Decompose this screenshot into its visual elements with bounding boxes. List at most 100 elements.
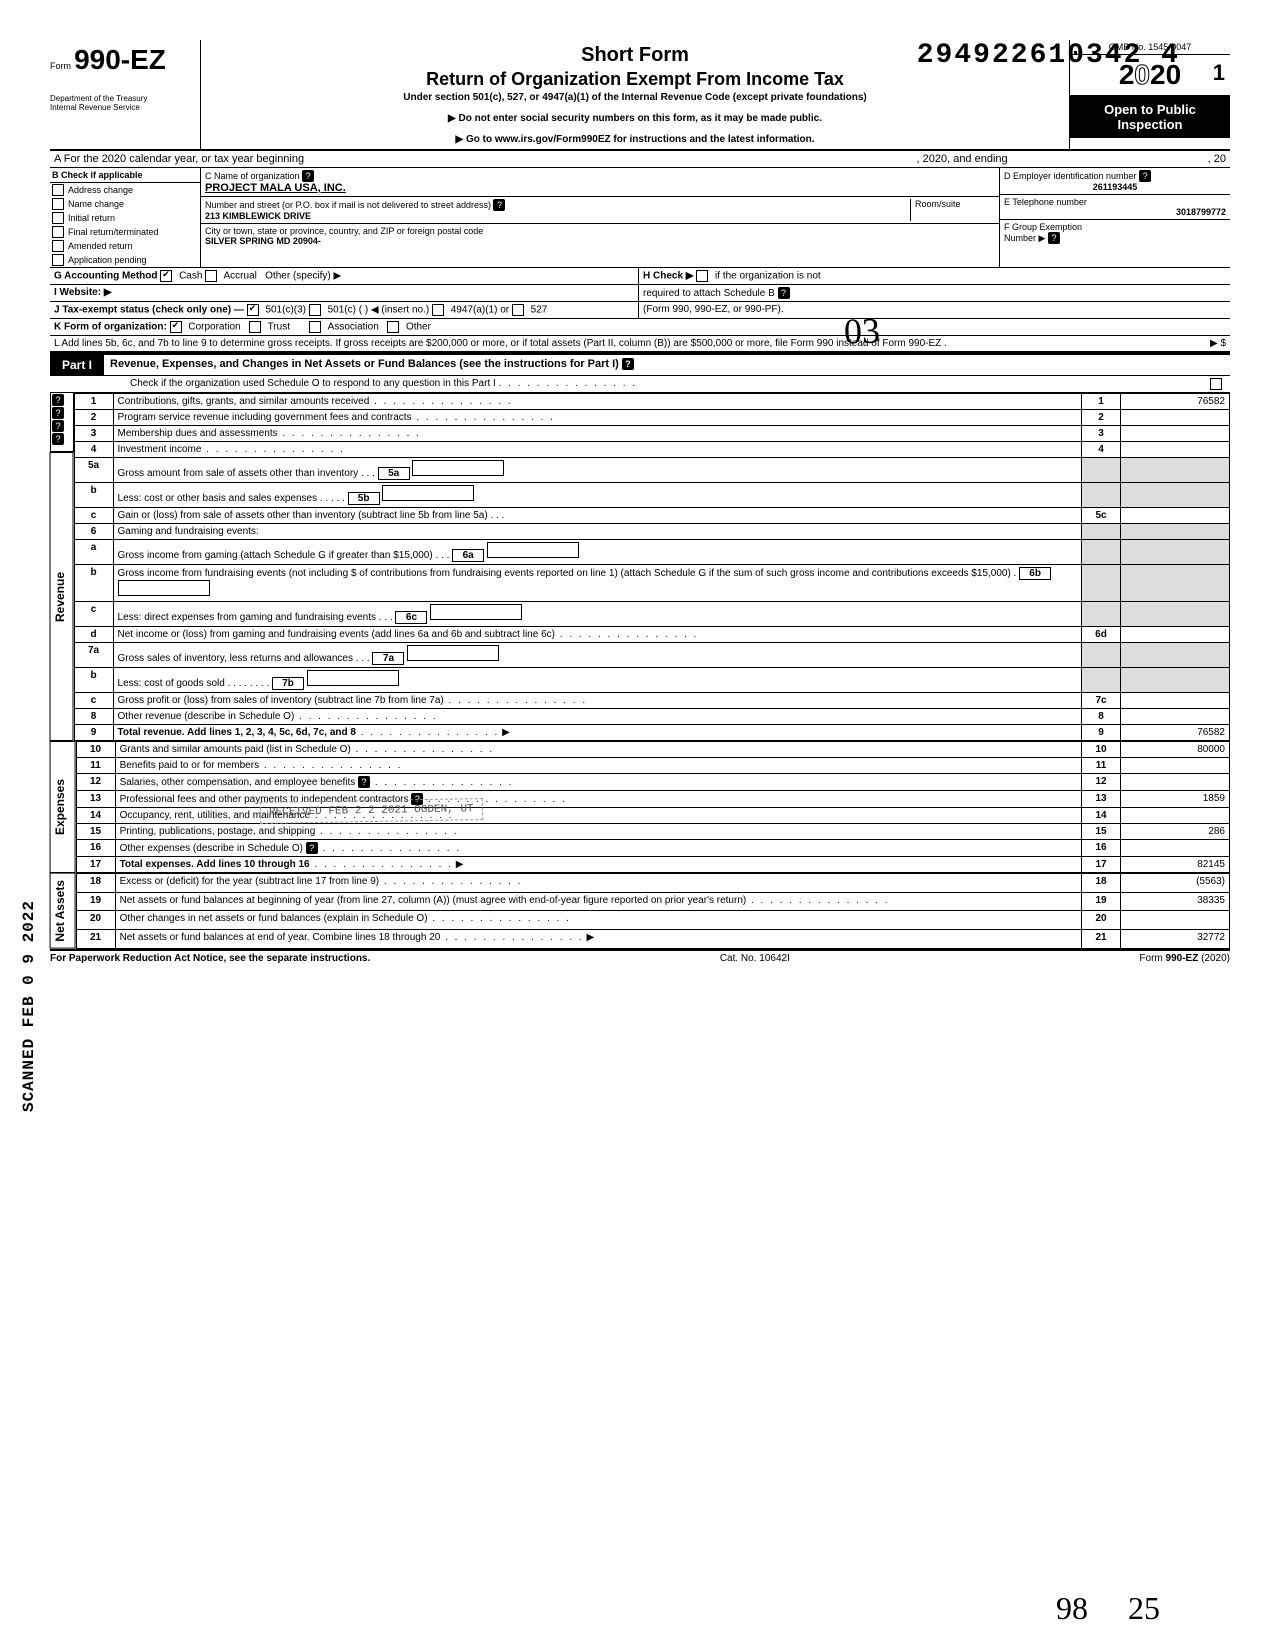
help-icon[interactable]: ? bbox=[52, 420, 64, 432]
shaded-cell bbox=[1082, 524, 1121, 540]
help-icon[interactable]: ? bbox=[1048, 232, 1060, 244]
line-num: 10 bbox=[76, 742, 115, 758]
help-icon[interactable]: ? bbox=[302, 170, 314, 182]
line-num: c bbox=[74, 693, 113, 709]
chk-schedule-o[interactable] bbox=[1210, 378, 1222, 390]
part1-check-text: Check if the organization used Schedule … bbox=[130, 378, 496, 389]
chk-association[interactable] bbox=[309, 321, 321, 333]
inner-val[interactable] bbox=[307, 670, 399, 686]
lbl-other-org: Other bbox=[406, 322, 431, 333]
line-desc: Salaries, other compensation, and employ… bbox=[120, 777, 356, 788]
help-icon[interactable]: ? bbox=[358, 776, 370, 788]
chk-application-pending[interactable] bbox=[52, 254, 64, 266]
line-value bbox=[1121, 840, 1230, 857]
line-ref: 5c bbox=[1082, 508, 1121, 524]
j-label: J Tax-exempt status (check only one) — bbox=[54, 305, 244, 316]
line-desc: Net assets or fund balances at beginning… bbox=[120, 895, 747, 906]
line-ref: 6d bbox=[1082, 627, 1121, 643]
line-ref: 15 bbox=[1082, 824, 1121, 840]
line-value bbox=[1121, 442, 1230, 458]
chk-4947[interactable] bbox=[432, 304, 444, 316]
lbl-501c: 501(c) ( bbox=[328, 305, 362, 316]
help-icon[interactable]: ? bbox=[52, 407, 64, 419]
inner-box: 6b bbox=[1019, 567, 1051, 580]
line-ref: 2 bbox=[1082, 410, 1121, 426]
lbl-name-change: Name change bbox=[68, 199, 124, 209]
line-ref: 17 bbox=[1082, 857, 1121, 873]
section-b-header: B Check if applicable bbox=[50, 168, 200, 183]
inner-val[interactable] bbox=[430, 604, 522, 620]
lbl-final-return: Final return/terminated bbox=[68, 227, 159, 237]
line-value bbox=[1121, 808, 1230, 824]
line-desc: Membership dues and assessments bbox=[118, 428, 278, 439]
lbl-trust: Trust bbox=[268, 322, 290, 333]
received-stamp: RECEIVED FEB 2 2 2021 OGDEN, UT bbox=[260, 798, 483, 824]
lbl-application-pending: Application pending bbox=[68, 255, 147, 265]
line-num: 6 bbox=[74, 524, 113, 540]
i-label: I Website: ▶ bbox=[54, 287, 112, 298]
net-assets-table: 18Excess or (deficit) for the year (subt… bbox=[76, 873, 1230, 949]
line-desc: Grants and similar amounts paid (list in… bbox=[120, 744, 351, 755]
line-num: 13 bbox=[76, 791, 115, 808]
chk-final-return[interactable] bbox=[52, 226, 64, 238]
help-icon[interactable]: ? bbox=[778, 287, 790, 299]
part1-label: Part I bbox=[50, 355, 104, 375]
shaded-cell bbox=[1121, 643, 1230, 668]
chk-address-change[interactable] bbox=[52, 184, 64, 196]
line-num: 12 bbox=[76, 774, 115, 791]
chk-corporation[interactable] bbox=[170, 321, 182, 333]
line-ref: 20 bbox=[1082, 911, 1121, 930]
inner-box: 6c bbox=[395, 611, 427, 624]
chk-other-org[interactable] bbox=[387, 321, 399, 333]
inner-val[interactable] bbox=[487, 542, 579, 558]
inner-val[interactable] bbox=[407, 645, 499, 661]
chk-cash[interactable] bbox=[160, 270, 172, 282]
chk-501c3[interactable] bbox=[247, 304, 259, 316]
help-icon[interactable]: ? bbox=[52, 433, 64, 445]
inner-box: 7a bbox=[372, 652, 404, 665]
page-number: 1 bbox=[1213, 60, 1225, 86]
lbl-address-change: Address change bbox=[68, 185, 133, 195]
form-number: 990-EZ bbox=[74, 44, 166, 75]
chk-amended-return[interactable] bbox=[52, 240, 64, 252]
org-address: 213 KIMBLEWICK DRIVE bbox=[205, 211, 311, 221]
line-num: 21 bbox=[76, 929, 115, 948]
chk-527[interactable] bbox=[512, 304, 524, 316]
line-num: 4 bbox=[74, 442, 113, 458]
help-icon[interactable]: ? bbox=[622, 358, 634, 370]
shaded-cell bbox=[1082, 483, 1121, 508]
inner-val[interactable] bbox=[382, 485, 474, 501]
chk-name-change[interactable] bbox=[52, 198, 64, 210]
help-icon[interactable]: ? bbox=[1139, 170, 1151, 182]
line-value bbox=[1121, 426, 1230, 442]
help-icon[interactable]: ? bbox=[306, 842, 318, 854]
line-desc: Gross sales of inventory, less returns a… bbox=[118, 653, 353, 664]
inner-val[interactable] bbox=[118, 580, 210, 596]
line-desc: Net assets or fund balances at end of ye… bbox=[120, 932, 441, 943]
line-ref: 8 bbox=[1082, 709, 1121, 725]
h-text3: (Form 990, 990-EZ, or 990-PF). bbox=[643, 304, 784, 315]
shaded-cell bbox=[1121, 668, 1230, 693]
chk-initial-return[interactable] bbox=[52, 212, 64, 224]
help-icon[interactable]: ? bbox=[52, 394, 64, 406]
inner-val[interactable] bbox=[412, 460, 504, 476]
h-text2: required to attach Schedule B bbox=[643, 288, 775, 299]
handwritten-2: 25 bbox=[1128, 1590, 1160, 1626]
line-value bbox=[1121, 410, 1230, 426]
line-value bbox=[1121, 627, 1230, 643]
line-ref: 16 bbox=[1082, 840, 1121, 857]
lbl-other-method: Other (specify) ▶ bbox=[265, 271, 341, 282]
line-value: 76582 bbox=[1121, 725, 1230, 741]
chk-accrual[interactable] bbox=[205, 270, 217, 282]
footer-mid: Cat. No. 10642I bbox=[720, 953, 790, 964]
chk-schedule-b[interactable] bbox=[696, 270, 708, 282]
main-title: Return of Organization Exempt From Incom… bbox=[207, 69, 1063, 90]
lbl-501c3: 501(c)(3) bbox=[265, 305, 306, 316]
help-icon[interactable]: ? bbox=[493, 199, 505, 211]
revenue-table: 1Contributions, gifts, grants, and simil… bbox=[74, 393, 1230, 741]
chk-501c[interactable] bbox=[309, 304, 321, 316]
line-desc: Other expenses (describe in Schedule O) bbox=[120, 843, 303, 854]
line-a-2: , 2020, and ending bbox=[917, 153, 1008, 165]
chk-trust[interactable] bbox=[249, 321, 261, 333]
line-value bbox=[1121, 911, 1230, 930]
